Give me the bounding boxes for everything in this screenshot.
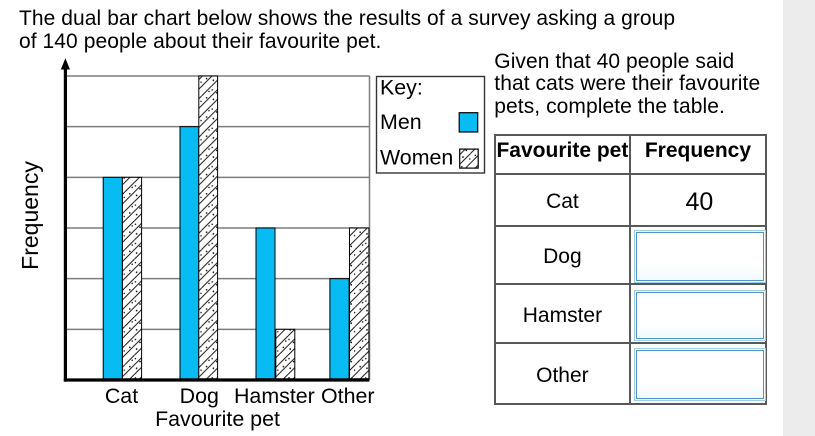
svg-text:Other: Other	[321, 384, 375, 408]
svg-text:Women: Women	[380, 146, 453, 170]
svg-text:Men: Men	[380, 110, 422, 134]
svg-text:Hamster: Hamster	[234, 384, 315, 408]
svg-text:Key:: Key:	[380, 76, 423, 100]
svg-text:Cat: Cat	[105, 384, 138, 408]
svg-text:Frequency: Frequency	[17, 161, 43, 270]
svg-text:Dog: Dog	[180, 384, 219, 408]
svg-text:Favourite pet: Favourite pet	[155, 407, 280, 431]
